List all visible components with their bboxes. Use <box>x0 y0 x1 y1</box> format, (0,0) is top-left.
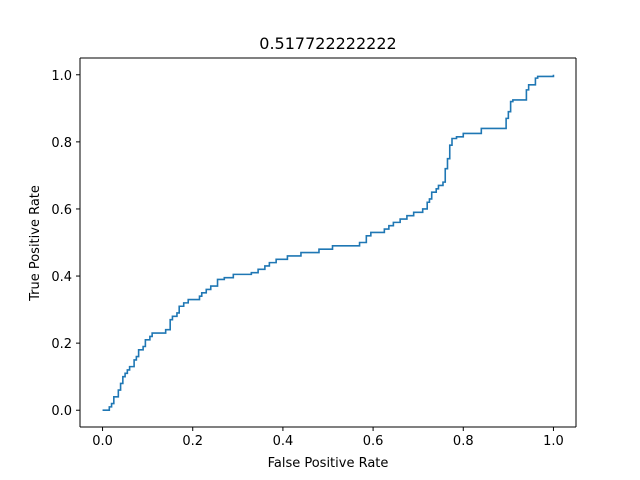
y-tick-label: 0.4 <box>51 270 72 285</box>
x-tick-label: 1.0 <box>543 434 564 449</box>
y-tick-label: 0.0 <box>51 404 72 419</box>
x-tick-label: 0.6 <box>363 434 384 449</box>
chart-title: 0.517722222222 <box>259 34 396 53</box>
roc-curve-line <box>102 74 555 412</box>
y-tick-label: 1.0 <box>51 69 72 84</box>
x-tick-label: 0.4 <box>273 434 294 449</box>
x-axis-label: False Positive Rate <box>268 456 389 471</box>
y-tick-label: 0.6 <box>51 203 72 218</box>
y-tick-label: 0.2 <box>51 337 72 352</box>
x-tick-label: 0.0 <box>92 434 113 449</box>
plot-area: 0.0 0.2 0.4 0.6 0.8 1.0 0.0 0.2 0.4 0.6 0.8 1.0 <box>51 57 577 449</box>
x-tick-label: 0.2 <box>182 434 203 449</box>
y-tick-label: 0.8 <box>51 136 72 151</box>
x-tick-label: 0.8 <box>453 434 474 449</box>
y-axis-label: True Positive Rate <box>28 185 43 302</box>
